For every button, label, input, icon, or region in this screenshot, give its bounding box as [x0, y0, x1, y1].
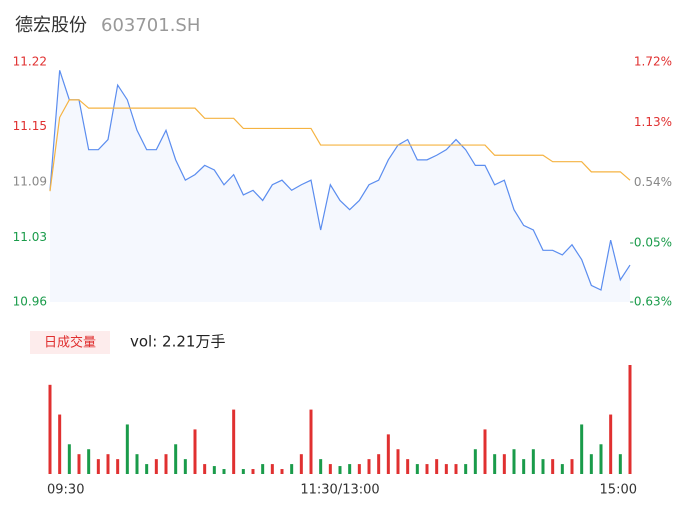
volume-bar	[328, 464, 332, 474]
volume-bar	[183, 459, 187, 474]
volume-bar	[406, 459, 410, 474]
volume-bar	[531, 449, 535, 474]
volume-bar	[241, 469, 245, 474]
volume-bar	[116, 459, 120, 474]
volume-bar	[444, 464, 448, 474]
volume-bar	[551, 459, 555, 474]
volume-bar	[464, 464, 468, 474]
volume-bar	[77, 454, 81, 474]
x-tick-label: 15:00	[600, 483, 637, 498]
volume-bar	[367, 459, 371, 474]
volume-bar	[425, 464, 429, 474]
volume-bar	[493, 454, 497, 474]
average-line	[49, 99, 631, 192]
y-tick-label: 11.09	[13, 175, 47, 189]
volume-bar	[377, 454, 381, 474]
y2-tick-label: -0.63%	[630, 295, 672, 309]
volume-bar	[483, 429, 487, 474]
x-tick-label: 09:30	[47, 483, 84, 498]
volume-bar	[454, 464, 458, 474]
volume-bar	[609, 414, 613, 474]
volume-bar	[135, 454, 139, 474]
volume-bar	[628, 365, 632, 474]
volume-bar	[154, 459, 158, 474]
volume-bar	[512, 449, 516, 474]
volume-bar	[164, 454, 168, 474]
volume-bar	[580, 424, 584, 474]
volume-bar	[87, 449, 91, 474]
volume-bar	[212, 466, 216, 474]
volume-bar	[203, 464, 207, 474]
volume-bar	[280, 469, 284, 474]
volume-bar	[174, 444, 178, 474]
volume-bar	[473, 449, 477, 474]
price-area	[50, 70, 630, 302]
volume-bar	[319, 459, 323, 474]
x-tick-label: 11:30/13:00	[300, 483, 379, 498]
volume-bar	[261, 464, 265, 474]
volume-bar	[338, 466, 342, 474]
y2-tick-label: 1.13%	[634, 115, 672, 129]
volume-bar	[309, 409, 313, 474]
volume-bar	[599, 444, 603, 474]
volume-bar	[618, 454, 622, 474]
volume-bar	[48, 384, 52, 474]
y2-tick-label: 1.72%	[634, 55, 672, 69]
volume-bar	[106, 454, 110, 474]
volume-bar	[270, 464, 274, 474]
volume-bar	[290, 464, 294, 474]
chart-subtitle: 603701.SH	[101, 15, 200, 36]
volume-bar	[96, 459, 100, 474]
volume-bar	[251, 469, 255, 474]
price-line	[49, 70, 631, 291]
volume-bar	[67, 444, 71, 474]
volume-bar	[435, 459, 439, 474]
volume-bar	[386, 434, 390, 474]
volume-bar	[58, 414, 62, 474]
volume-tag: 日成交量	[44, 335, 96, 351]
volume-bar	[560, 464, 564, 474]
volume-bar	[232, 409, 236, 474]
volume-bar	[357, 464, 361, 474]
y2-tick-label: -0.05%	[630, 235, 672, 249]
volume-bar	[502, 454, 506, 474]
volume-bar	[222, 469, 226, 474]
volume-bar	[396, 449, 400, 474]
volume-bar	[193, 429, 197, 474]
y-tick-label: 11.15	[13, 119, 47, 133]
y2-tick-label: 0.54%	[634, 175, 672, 189]
volume-text: vol: 2.21万手	[130, 333, 225, 351]
volume-bar	[125, 424, 129, 474]
volume-tag-bg	[30, 331, 110, 354]
volume-bar	[145, 464, 149, 474]
volume-bar	[541, 459, 545, 474]
volume-bar	[348, 464, 352, 474]
chart-title: 德宏股份	[15, 15, 87, 36]
y-tick-label: 10.96	[13, 295, 47, 309]
volume-bar	[589, 454, 593, 474]
y-tick-label: 11.03	[13, 230, 47, 244]
volume-bar	[299, 454, 303, 474]
volume-bar	[415, 464, 419, 474]
volume-bar	[570, 459, 574, 474]
volume-bar	[522, 459, 526, 474]
y-tick-label: 11.22	[13, 55, 47, 69]
